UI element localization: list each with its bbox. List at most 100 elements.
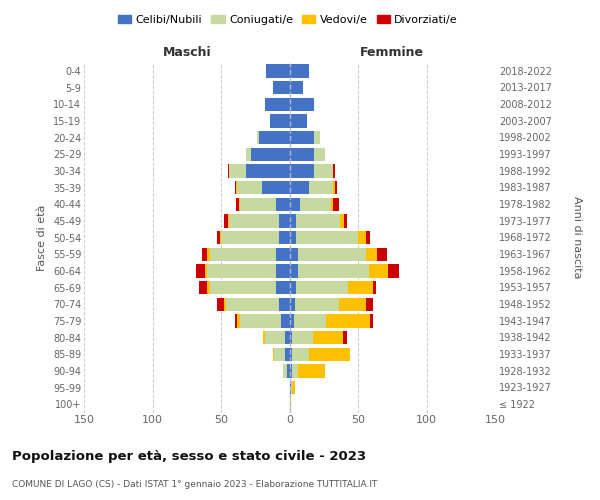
Bar: [298, 248, 366, 261]
Bar: [286, 331, 290, 344]
Bar: [290, 98, 314, 111]
Bar: [208, 248, 210, 261]
Bar: [298, 364, 325, 378]
Bar: [290, 398, 291, 411]
Bar: [210, 281, 276, 294]
Bar: [196, 264, 205, 278]
Y-axis label: Anni di nascita: Anni di nascita: [572, 196, 581, 278]
Bar: [314, 164, 334, 177]
Bar: [334, 198, 339, 211]
Bar: [291, 381, 292, 394]
Bar: [290, 364, 292, 378]
Bar: [274, 348, 286, 361]
Bar: [229, 164, 245, 177]
Bar: [238, 314, 240, 328]
Bar: [205, 264, 208, 278]
Bar: [290, 81, 303, 94]
Bar: [278, 298, 290, 311]
Bar: [290, 248, 298, 261]
Bar: [290, 198, 301, 211]
Bar: [276, 198, 290, 211]
Bar: [344, 214, 347, 228]
Bar: [313, 331, 343, 344]
Bar: [292, 364, 298, 378]
Bar: [240, 198, 276, 211]
Bar: [226, 298, 278, 311]
Bar: [236, 198, 239, 211]
Bar: [290, 264, 298, 278]
Bar: [298, 264, 369, 278]
Bar: [245, 164, 290, 177]
Bar: [366, 248, 377, 261]
Bar: [369, 264, 388, 278]
Bar: [326, 314, 370, 328]
Bar: [224, 214, 228, 228]
Y-axis label: Fasce di età: Fasce di età: [37, 204, 47, 270]
Bar: [290, 148, 314, 161]
Bar: [370, 314, 373, 328]
Bar: [334, 181, 335, 194]
Bar: [301, 198, 331, 211]
Bar: [283, 364, 287, 378]
Bar: [287, 364, 290, 378]
Bar: [271, 114, 290, 128]
Bar: [290, 214, 296, 228]
Bar: [286, 348, 290, 361]
Bar: [366, 298, 373, 311]
Bar: [290, 164, 314, 177]
Bar: [314, 131, 320, 144]
Bar: [290, 298, 295, 311]
Bar: [290, 231, 296, 244]
Bar: [265, 331, 286, 344]
Bar: [335, 181, 337, 194]
Bar: [308, 181, 334, 194]
Bar: [293, 314, 326, 328]
Bar: [278, 214, 290, 228]
Bar: [349, 281, 373, 294]
Bar: [228, 164, 229, 177]
Bar: [343, 331, 347, 344]
Bar: [262, 181, 290, 194]
Text: Femmine: Femmine: [360, 46, 424, 59]
Bar: [208, 281, 210, 294]
Bar: [220, 231, 221, 244]
Bar: [278, 231, 290, 244]
Bar: [308, 348, 350, 361]
Bar: [290, 314, 293, 328]
Bar: [199, 281, 208, 294]
Bar: [290, 131, 314, 144]
Bar: [266, 64, 290, 78]
Bar: [273, 81, 290, 94]
Legend: Celibi/Nubili, Coniugati/e, Vedovi/e, Divorziati/e: Celibi/Nubili, Coniugati/e, Vedovi/e, Di…: [113, 10, 463, 29]
Bar: [290, 381, 291, 394]
Bar: [265, 98, 290, 111]
Bar: [290, 348, 292, 361]
Bar: [276, 264, 290, 278]
Bar: [290, 181, 308, 194]
Bar: [217, 298, 224, 311]
Bar: [202, 248, 208, 261]
Bar: [245, 148, 251, 161]
Bar: [273, 348, 274, 361]
Text: Popolazione per età, sesso e stato civile - 2023: Popolazione per età, sesso e stato civil…: [12, 450, 366, 463]
Bar: [339, 298, 366, 311]
Bar: [210, 248, 276, 261]
Bar: [358, 231, 366, 244]
Bar: [263, 331, 265, 344]
Bar: [276, 281, 290, 294]
Bar: [208, 264, 276, 278]
Bar: [290, 114, 307, 128]
Text: COMUNE DI LAGO (CS) - Dati ISTAT 1° gennaio 2023 - Elaborazione TUTTITALIA.IT: COMUNE DI LAGO (CS) - Dati ISTAT 1° genn…: [12, 480, 377, 489]
Bar: [224, 298, 226, 311]
Bar: [292, 348, 308, 361]
Bar: [366, 231, 370, 244]
Bar: [257, 131, 259, 144]
Bar: [238, 181, 262, 194]
Bar: [292, 331, 313, 344]
Bar: [373, 281, 376, 294]
Bar: [331, 198, 334, 211]
Bar: [296, 231, 358, 244]
Bar: [240, 314, 281, 328]
Bar: [334, 164, 335, 177]
Bar: [292, 381, 295, 394]
